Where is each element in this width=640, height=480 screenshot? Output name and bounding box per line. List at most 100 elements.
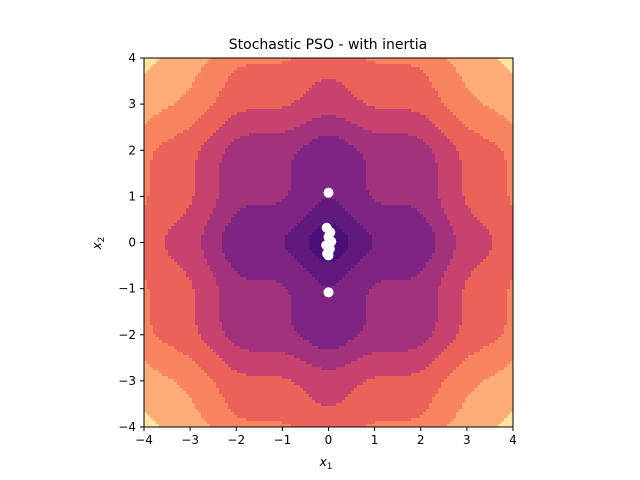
contour-cell <box>195 103 199 107</box>
contour-cell <box>282 73 286 77</box>
contour-cell <box>498 82 502 86</box>
contour-cell <box>216 124 220 128</box>
contour-cell <box>351 94 355 98</box>
contour-cell <box>423 79 427 83</box>
contour-cell <box>498 67 502 71</box>
contour-cell <box>180 103 184 107</box>
contour-cell <box>198 109 202 113</box>
contour-cell <box>192 64 196 68</box>
contour-cell <box>486 97 490 101</box>
contour-cell <box>378 67 382 71</box>
contour-cell <box>174 76 178 80</box>
contour-cell <box>453 79 457 83</box>
contour-cell <box>363 79 367 83</box>
contour-cell <box>273 64 277 68</box>
contour-cell <box>207 67 211 71</box>
contour-cell <box>321 64 325 68</box>
contour-cell <box>189 103 193 107</box>
contour-cell <box>474 61 478 65</box>
contour-cell <box>201 121 205 125</box>
contour-cell <box>339 118 343 122</box>
contour-cell <box>405 91 409 95</box>
contour-cell <box>330 103 334 107</box>
contour-cell <box>261 106 265 110</box>
contour-cell <box>363 112 367 116</box>
contour-cell <box>438 73 442 77</box>
contour-cell <box>291 64 295 68</box>
contour-cell <box>345 67 349 71</box>
contour-cell <box>303 109 307 113</box>
contour-cell <box>246 88 250 92</box>
contour-cell <box>411 88 415 92</box>
contour-cell <box>174 88 178 92</box>
contour-cell <box>159 67 163 71</box>
contour-cell <box>219 88 223 92</box>
contour-cell <box>402 124 406 128</box>
contour-cell <box>291 85 295 89</box>
contour-cell <box>336 70 340 74</box>
contour-cell <box>342 64 346 68</box>
contour-cell <box>420 112 424 116</box>
contour-cell <box>423 94 427 98</box>
contour-cell <box>198 124 202 128</box>
contour-cell <box>348 64 352 68</box>
contour-cell <box>387 94 391 98</box>
contour-cell <box>492 118 496 122</box>
contour-cell <box>345 79 349 83</box>
contour-cell <box>483 115 487 119</box>
contour-cell <box>348 94 352 98</box>
contour-cell <box>336 106 340 110</box>
contour-cell <box>240 82 244 86</box>
contour-cell <box>420 115 424 119</box>
contour-cell <box>183 94 187 98</box>
contour-cell <box>210 97 214 101</box>
contour-cell <box>165 97 169 101</box>
contour-cell <box>204 124 208 128</box>
contour-cell <box>204 109 208 113</box>
contour-cell <box>237 85 241 89</box>
contour-cell <box>348 118 352 122</box>
contour-cell <box>441 79 445 83</box>
contour-cell <box>198 100 202 104</box>
contour-cell <box>213 73 217 77</box>
contour-cell <box>423 88 427 92</box>
contour-cell <box>441 91 445 95</box>
contour-cell <box>330 61 334 65</box>
contour-cell <box>282 97 286 101</box>
contour-cell <box>165 118 169 122</box>
contour-cell <box>309 115 313 119</box>
contour-cell <box>360 121 364 125</box>
contour-cell <box>177 70 181 74</box>
contour-cell <box>459 82 463 86</box>
contour-cell <box>444 61 448 65</box>
contour-cell <box>162 124 166 128</box>
contour-cell <box>327 82 331 86</box>
contour-cell <box>186 106 190 110</box>
contour-cell <box>507 103 511 107</box>
contour-cell <box>366 97 370 101</box>
contour-cell <box>213 97 217 101</box>
contour-cell <box>369 112 373 116</box>
contour-cell <box>501 58 505 62</box>
contour-cell <box>162 76 166 80</box>
contour-cell <box>288 58 292 62</box>
contour-cell <box>444 58 448 62</box>
contour-cell <box>501 100 505 104</box>
contour-cell <box>309 106 313 110</box>
contour-cell <box>507 100 511 104</box>
contour-cell <box>306 73 310 77</box>
contour-cell <box>339 100 343 104</box>
contour-cell <box>354 85 358 89</box>
contour-cell <box>180 115 184 119</box>
contour-cell <box>285 64 289 68</box>
contour-cell <box>351 70 355 74</box>
contour-cell <box>498 91 502 95</box>
contour-cell <box>495 73 499 77</box>
contour-cell <box>228 115 232 119</box>
contour-cell <box>438 76 442 80</box>
contour-cell <box>336 58 340 62</box>
contour-cell <box>243 106 247 110</box>
contour-cell <box>171 106 175 110</box>
contour-cell <box>264 109 268 113</box>
contour-cell <box>312 118 316 122</box>
